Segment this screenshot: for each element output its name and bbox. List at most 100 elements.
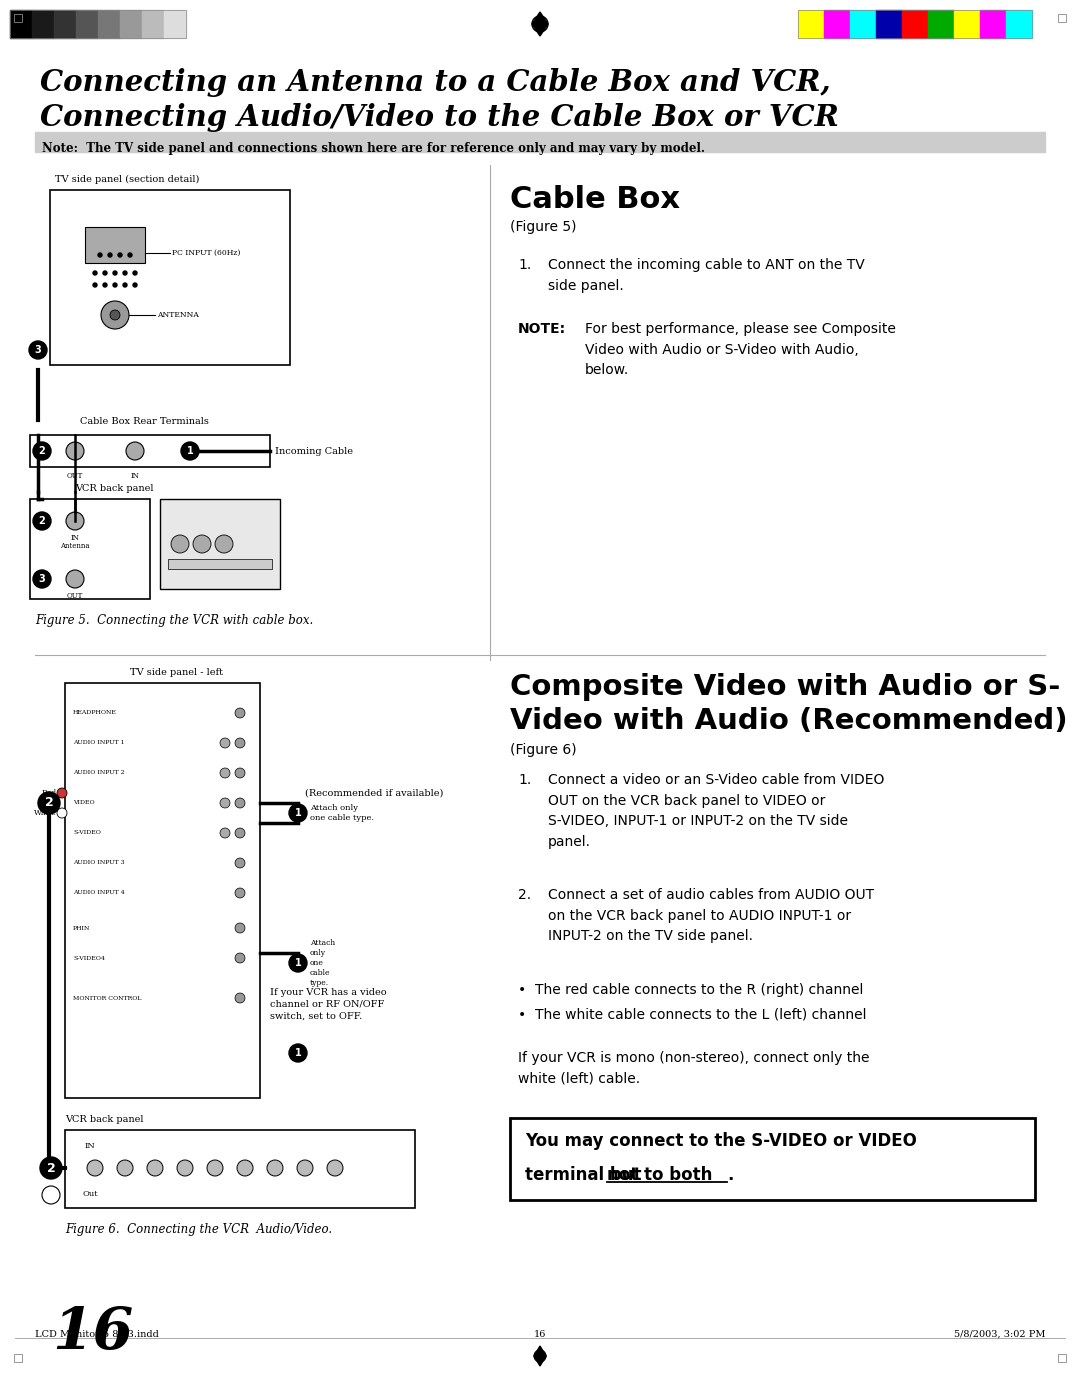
Bar — [54, 10, 76, 38]
Bar — [10, 10, 32, 38]
Text: You may connect to the S-VIDEO or VIDEO: You may connect to the S-VIDEO or VIDEO — [525, 1132, 917, 1150]
Text: 16: 16 — [52, 1305, 133, 1362]
Text: AUDIO INPUT 1: AUDIO INPUT 1 — [73, 741, 124, 746]
Bar — [120, 10, 141, 38]
Text: NOTE:: NOTE: — [518, 322, 566, 337]
Circle shape — [177, 1160, 193, 1176]
Bar — [164, 10, 186, 38]
Text: IN: IN — [70, 534, 80, 541]
Text: PC INPUT (60Hz): PC INPUT (60Hz) — [172, 249, 241, 257]
Circle shape — [235, 829, 245, 838]
Bar — [65, 1129, 415, 1208]
Circle shape — [103, 283, 107, 287]
Text: VCR back panel: VCR back panel — [75, 484, 153, 493]
Bar — [902, 10, 928, 38]
Bar — [32, 10, 54, 38]
Circle shape — [103, 271, 107, 275]
Text: Note:  The TV side panel and connections shown here are for reference only and m: Note: The TV side panel and connections … — [42, 142, 705, 155]
Bar — [1005, 10, 1032, 38]
Bar — [510, 1118, 1035, 1200]
Text: Connect a set of audio cables from AUDIO OUT
on the VCR back panel to AUDIO INPU: Connect a set of audio cables from AUDIO… — [548, 888, 874, 943]
Circle shape — [237, 1160, 253, 1176]
Text: not to both: not to both — [607, 1167, 713, 1184]
Circle shape — [129, 253, 132, 257]
Circle shape — [220, 768, 230, 778]
Circle shape — [220, 798, 230, 808]
Text: Attach only
one cable type.: Attach only one cable type. — [310, 804, 374, 822]
Text: 2: 2 — [46, 1161, 55, 1175]
Text: HEADPHONE: HEADPHONE — [73, 710, 117, 716]
Text: 1: 1 — [295, 958, 301, 969]
Circle shape — [171, 534, 189, 552]
Text: 1: 1 — [295, 1048, 301, 1058]
Text: VCR back panel: VCR back panel — [65, 1114, 144, 1124]
Text: S-VIDEO4: S-VIDEO4 — [73, 955, 105, 960]
Text: •  The white cable connects to the L (left) channel: • The white cable connects to the L (lef… — [518, 1009, 866, 1022]
Circle shape — [110, 311, 120, 320]
Bar — [980, 10, 1005, 38]
Bar — [160, 499, 280, 589]
Circle shape — [33, 513, 51, 530]
Text: Incoming Cable: Incoming Cable — [275, 447, 353, 456]
Circle shape — [220, 738, 230, 747]
Circle shape — [235, 954, 245, 963]
Bar — [141, 10, 164, 38]
Text: 1: 1 — [187, 447, 193, 456]
Circle shape — [66, 513, 84, 530]
Circle shape — [235, 888, 245, 899]
Text: Cable Box Rear Terminals: Cable Box Rear Terminals — [80, 416, 208, 426]
Text: Out: Out — [82, 1190, 98, 1198]
Bar — [876, 10, 902, 38]
Text: Connecting Audio/Video to the Cable Box or VCR: Connecting Audio/Video to the Cable Box … — [40, 103, 839, 132]
Circle shape — [133, 271, 137, 275]
Circle shape — [38, 791, 60, 813]
Circle shape — [289, 1044, 307, 1062]
Circle shape — [215, 534, 233, 552]
Circle shape — [93, 271, 97, 275]
Bar — [98, 10, 120, 38]
Text: 2: 2 — [44, 797, 53, 809]
Text: S-VIDEO: S-VIDEO — [73, 830, 100, 835]
Circle shape — [93, 283, 97, 287]
Text: 16: 16 — [534, 1330, 546, 1340]
Text: LCD Monitor 5 8 03.indd: LCD Monitor 5 8 03.indd — [35, 1330, 159, 1340]
Bar — [798, 10, 824, 38]
Text: Red: Red — [42, 789, 57, 797]
Bar — [1058, 1353, 1066, 1362]
Polygon shape — [532, 12, 548, 36]
Text: AUDIO INPUT 3: AUDIO INPUT 3 — [73, 860, 124, 866]
Circle shape — [87, 1160, 103, 1176]
Circle shape — [235, 857, 245, 868]
Bar — [168, 559, 272, 569]
Bar — [30, 436, 270, 467]
Bar — [1058, 14, 1066, 22]
Text: 2: 2 — [39, 517, 45, 526]
Text: Composite Video with Audio or S-: Composite Video with Audio or S- — [510, 673, 1061, 701]
Text: Connect a video or an S-Video cable from VIDEO
OUT on the VCR back panel to VIDE: Connect a video or an S-Video cable from… — [548, 774, 885, 849]
Circle shape — [126, 442, 144, 460]
Text: White: White — [35, 809, 57, 818]
Text: 1.: 1. — [518, 774, 531, 787]
Bar — [85, 227, 145, 262]
Bar — [65, 683, 260, 1098]
Text: 1.: 1. — [518, 258, 531, 272]
Text: For best performance, please see Composite
Video with Audio or S-Video with Audi: For best performance, please see Composi… — [585, 322, 896, 378]
Circle shape — [123, 283, 127, 287]
Text: PHIN: PHIN — [73, 926, 91, 930]
Circle shape — [289, 954, 307, 971]
Bar — [30, 499, 150, 599]
Text: 3: 3 — [35, 345, 41, 354]
Text: (Figure 6): (Figure 6) — [510, 743, 577, 757]
Text: .: . — [727, 1167, 733, 1184]
Text: TV side panel (section detail): TV side panel (section detail) — [55, 174, 200, 184]
Circle shape — [220, 829, 230, 838]
Text: OUT: OUT — [67, 473, 83, 480]
Text: MONITOR CONTROL: MONITOR CONTROL — [73, 996, 141, 1000]
Circle shape — [289, 804, 307, 822]
Bar — [76, 10, 98, 38]
Circle shape — [108, 253, 112, 257]
Circle shape — [147, 1160, 163, 1176]
Circle shape — [33, 442, 51, 460]
Circle shape — [235, 738, 245, 747]
Circle shape — [207, 1160, 222, 1176]
